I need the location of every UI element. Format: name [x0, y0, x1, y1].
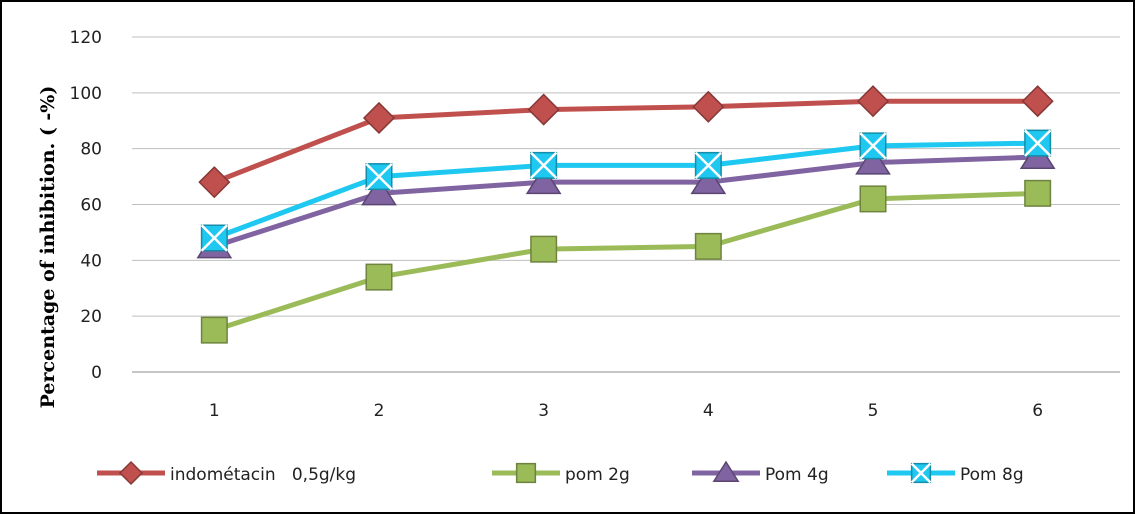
- data-point: [365, 263, 393, 291]
- data-point: [198, 166, 231, 199]
- legend-item: indométacin 0,5g/kg: [97, 460, 356, 486]
- data-point: [530, 235, 558, 263]
- data-point: [200, 224, 228, 252]
- legend-item: Pom 8g: [887, 462, 1024, 485]
- data-point: [855, 146, 891, 175]
- data-point: [1024, 179, 1052, 207]
- series-line: [211, 190, 1041, 333]
- data-point: [1021, 85, 1054, 118]
- y-tick-label: 40: [80, 251, 102, 271]
- legend-item: Pom 4g: [692, 460, 829, 485]
- data-point: [530, 151, 558, 180]
- data-point: [859, 185, 887, 213]
- y-tick-label: 20: [80, 307, 102, 327]
- x-tick-label: 3: [538, 401, 549, 421]
- y-axis-ticks: 0 20 40 60 80 100 120: [70, 28, 102, 383]
- series-3: [196, 140, 1056, 259]
- data-point: [200, 316, 228, 344]
- x-tick-label: 6: [1032, 401, 1043, 421]
- legend-marker: [118, 460, 144, 486]
- series-line: [211, 98, 1041, 185]
- data-point: [859, 132, 887, 160]
- data-point: [525, 165, 562, 195]
- x-axis-ticks: 1 2 3 4 5 6: [209, 401, 1043, 421]
- legend-item: pom 2g: [492, 462, 630, 485]
- legend-marker: [910, 462, 932, 484]
- legend-label: indométacin 0,5g/kg: [170, 465, 356, 485]
- data-point: [362, 101, 396, 135]
- y-tick-label: 0: [91, 363, 102, 383]
- data-point: [694, 151, 722, 180]
- y-axis-label: Percentage of inhibition. ( -%): [37, 86, 59, 409]
- x-tick-label: 2: [374, 401, 385, 421]
- legend-label: Pom 4g: [765, 465, 829, 485]
- data-point: [694, 232, 722, 260]
- y-tick-label: 60: [80, 196, 102, 216]
- gridlines: [132, 36, 1120, 373]
- y-tick-label: 100: [70, 84, 102, 104]
- x-tick-label: 4: [703, 401, 714, 421]
- legend-label: pom 2g: [565, 465, 630, 485]
- data-point: [365, 162, 393, 191]
- legend-marker: [712, 460, 740, 482]
- data-point: [1024, 129, 1052, 157]
- legend: indométacin 0,5g/kg pom 2g Pom 4g Pom 8g: [97, 460, 1024, 486]
- series-4: [200, 129, 1052, 252]
- series-line: [211, 154, 1041, 249]
- data-point: [690, 165, 727, 195]
- y-tick-label: 120: [70, 28, 102, 48]
- series-line: [211, 140, 1041, 241]
- y-tick-label: 80: [80, 140, 102, 160]
- series-2: [200, 179, 1052, 344]
- x-tick-label: 5: [868, 401, 879, 421]
- series-1: [198, 85, 1054, 199]
- data-point: [692, 90, 725, 123]
- legend-marker: [515, 462, 537, 484]
- legend-label: Pom 8g: [960, 465, 1024, 485]
- data-point: [361, 176, 397, 206]
- data-point: [856, 85, 890, 118]
- series-layer: [196, 85, 1056, 344]
- data-point: [527, 93, 560, 126]
- x-tick-label: 1: [209, 401, 220, 421]
